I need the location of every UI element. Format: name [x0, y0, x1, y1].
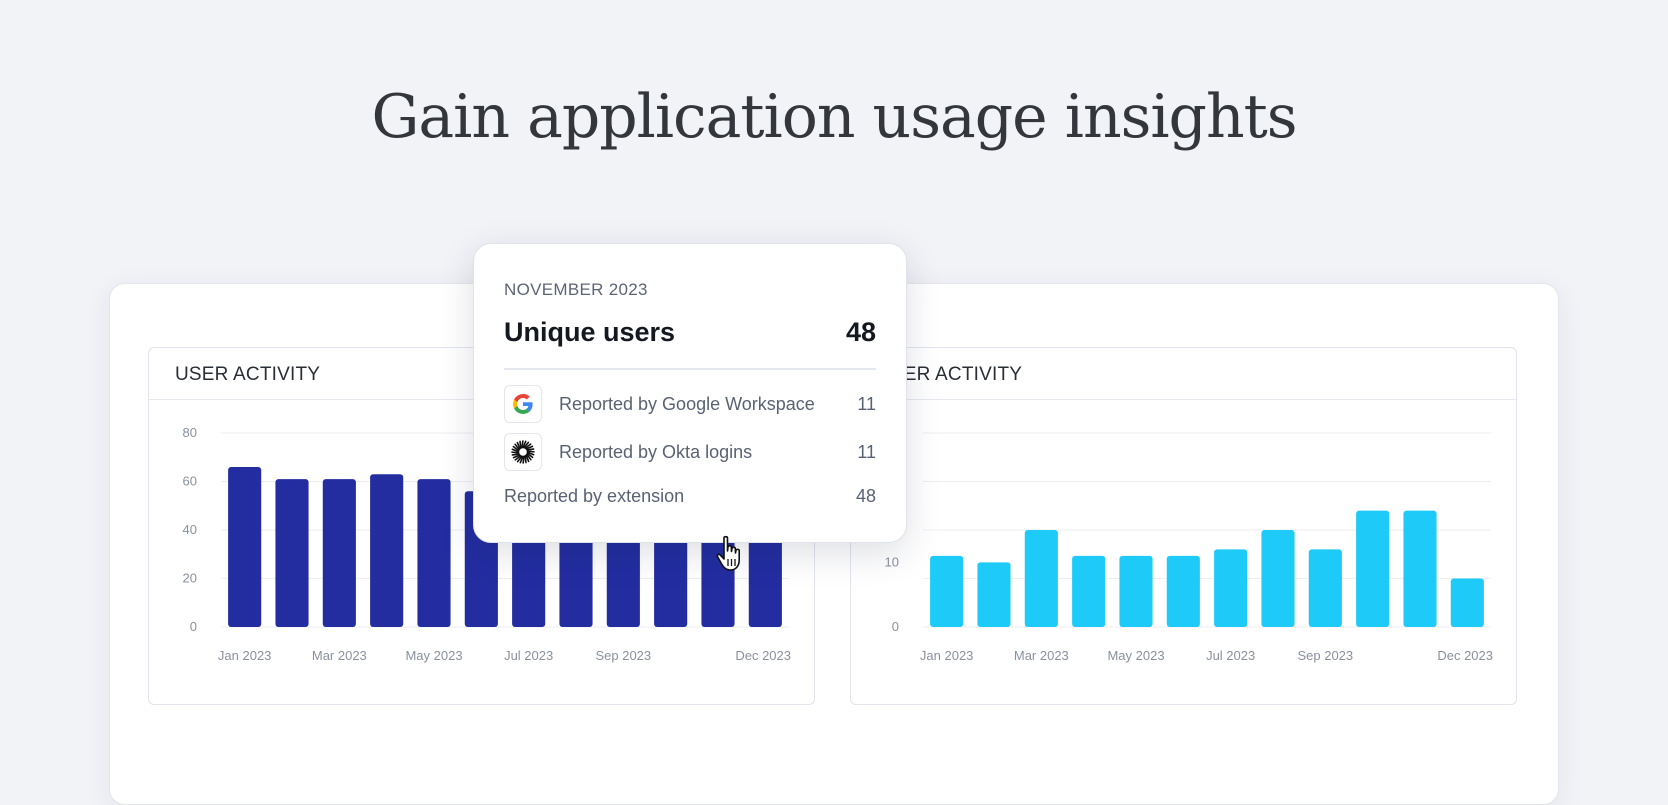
tooltip-month: NOVEMBER 2023 [504, 280, 648, 299]
bar-oct-2023 [1356, 510, 1390, 627]
title-divider [851, 399, 1516, 400]
y-tick-label: 0 [892, 619, 899, 634]
x-tick-label: Dec 2023 [1437, 648, 1493, 663]
source-row-extension: Reported by extension 48 [504, 477, 876, 517]
source-label: Reported by Okta logins [559, 442, 753, 462]
chart-title: USER ACTIVITY [175, 364, 321, 385]
bar-dec-2023 [1450, 578, 1484, 627]
bar-jan-2023 [228, 466, 262, 627]
x-tick-label: Jul 2023 [504, 648, 553, 663]
x-tick-label: May 2023 [405, 648, 462, 663]
hand-pointer-icon [716, 535, 740, 571]
user-activity-card-right: USER ACTIVITY 0 10 Jan 2023 Mar 2023 May 202… [850, 347, 1517, 705]
x-tick-label: Sep 2023 [595, 648, 651, 663]
bar-feb-2023 [977, 562, 1011, 627]
bar-aug-2023 [1261, 530, 1295, 627]
y-tick-label: 60 [183, 474, 197, 489]
source-row-google: Reported by Google Workspace 11 [504, 385, 876, 425]
y-tick-label: 80 [183, 425, 197, 440]
bar-feb-2023 [275, 479, 309, 627]
bar-nov-2023 [1403, 510, 1437, 627]
tooltip-divider [504, 368, 876, 370]
chart-title: USER ACTIVITY [877, 364, 1023, 385]
x-tick-label: Dec 2023 [735, 648, 791, 663]
bar-jul-2023 [1214, 549, 1248, 627]
source-label: Reported by Google Workspace [559, 394, 815, 414]
x-tick-label: Mar 2023 [1014, 648, 1069, 663]
tooltip-metric-value: 48 [845, 317, 876, 347]
y-tick-label: 40 [183, 522, 197, 537]
bar-apr-2023 [370, 474, 404, 627]
source-label: Reported by extension [504, 486, 685, 506]
y-tick-label: 20 [183, 571, 197, 586]
bar-jun-2023 [1166, 555, 1200, 627]
bar-mar-2023 [322, 479, 356, 627]
bar-apr-2023 [1072, 555, 1106, 627]
bar-chart-right: 0 10 Jan 2023 Mar 2023 May 2023 Jul 2023 Sep 2… [885, 432, 1493, 663]
x-tick-label: Mar 2023 [312, 648, 367, 663]
x-tick-label: May 2023 [1107, 648, 1164, 663]
y-tick-label: 10 [885, 554, 899, 569]
x-tick-label: Sep 2023 [1297, 648, 1353, 663]
bar-chart-left: 0 20 40 60 80 Jan 2023 Mar 2023 May 2023 Jul 202… [183, 425, 791, 663]
bar-may-2023 [1119, 555, 1153, 627]
source-value: 11 [857, 394, 876, 414]
bar-jan-2023 [930, 555, 964, 627]
chart-tooltip: NOVEMBER 2023 Unique users 48 Reported b… [473, 243, 907, 543]
tooltip-metric-label: Unique users [504, 317, 676, 347]
x-tick-label: Jan 2023 [920, 648, 974, 663]
google-icon [504, 385, 542, 423]
source-value: 11 [857, 442, 876, 462]
x-tick-label: Jan 2023 [218, 648, 272, 663]
source-value: 48 [855, 486, 876, 506]
source-row-okta: Reported by Okta logins 11 [504, 433, 876, 473]
x-tick-label: Jul 2023 [1206, 648, 1255, 663]
page-headline: Gain application usage insights [371, 82, 1297, 152]
okta-icon [504, 433, 542, 471]
bar-mar-2023 [1024, 530, 1058, 627]
y-tick-label: 0 [190, 619, 197, 634]
bar-may-2023 [417, 479, 451, 627]
bar-sep-2023 [1308, 549, 1342, 627]
